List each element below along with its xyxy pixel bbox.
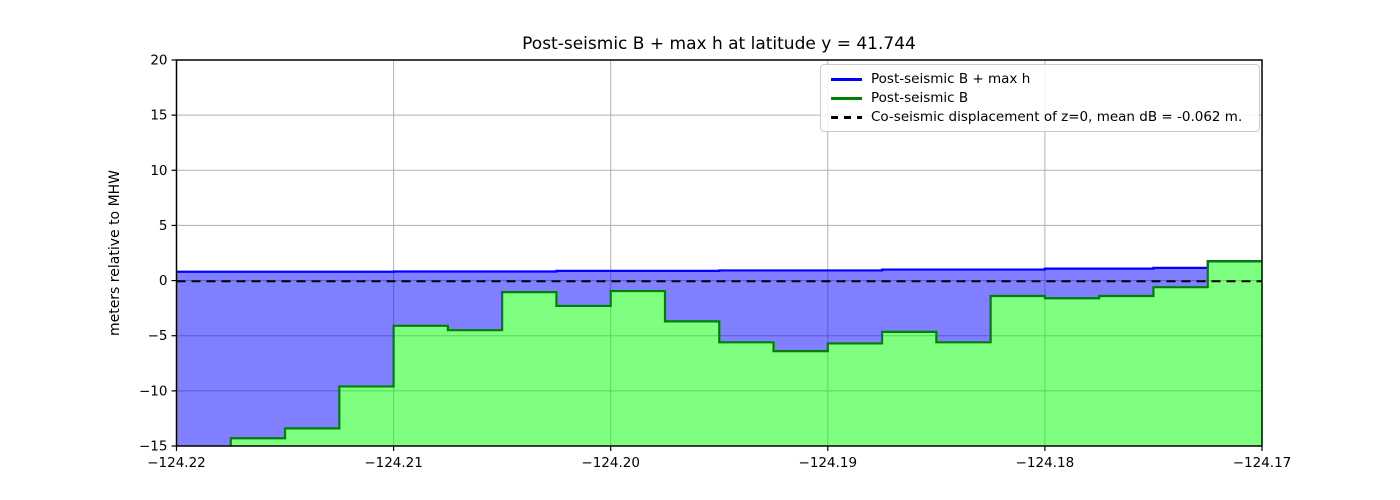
legend-label: Post-seismic B + max h [871,71,1031,87]
y-tick-label: −5 [148,328,168,344]
x-tick-label: −124.17 [1233,455,1292,471]
y-tick-label: 10 [150,163,167,179]
y-tick-label: −10 [139,383,168,399]
plot-border [175,59,1263,447]
y-tick-label: 20 [150,53,167,69]
x-tick-label: −124.22 [147,455,206,471]
legend-label: Co-seismic displacement of z=0, mean dB … [871,109,1243,125]
legend-line-sample-dashed [831,116,862,119]
legend-label: Post-seismic B [871,90,969,106]
y-axis-label: meters relative to MHW [107,170,123,336]
legend: Post-seismic B + max h Post-seismic B Co… [820,64,1260,132]
legend-entry: Post-seismic B [831,89,1251,108]
series-lines [176,260,1262,446]
y-tick-label: 5 [159,218,168,234]
legend-line-sample-green [831,97,862,100]
legend-entry: Post-seismic B + max h [831,70,1251,89]
line-post-seismic-b [229,260,1262,446]
chart-title: Post-seismic B + max h at latitude y = 4… [522,34,916,54]
y-tick-label: 0 [159,273,168,289]
y-tick-label: −15 [139,439,168,455]
tick-labels: −124.22 −124.21 −124.20 −124.19 −124.18 −124.… [139,53,1291,472]
axes-frame [171,59,1263,451]
y-tick-label: 15 [150,108,167,124]
x-tick-label: −124.19 [799,455,858,471]
line-post-seismic-b-max-h [176,260,1262,273]
x-tick-label: −124.21 [364,455,423,471]
legend-line-sample-blue [831,78,862,81]
x-tick-label: −124.18 [1016,455,1075,471]
x-tick-label: −124.20 [581,455,640,471]
legend-entry: Co-seismic displacement of z=0, mean dB … [831,108,1251,127]
